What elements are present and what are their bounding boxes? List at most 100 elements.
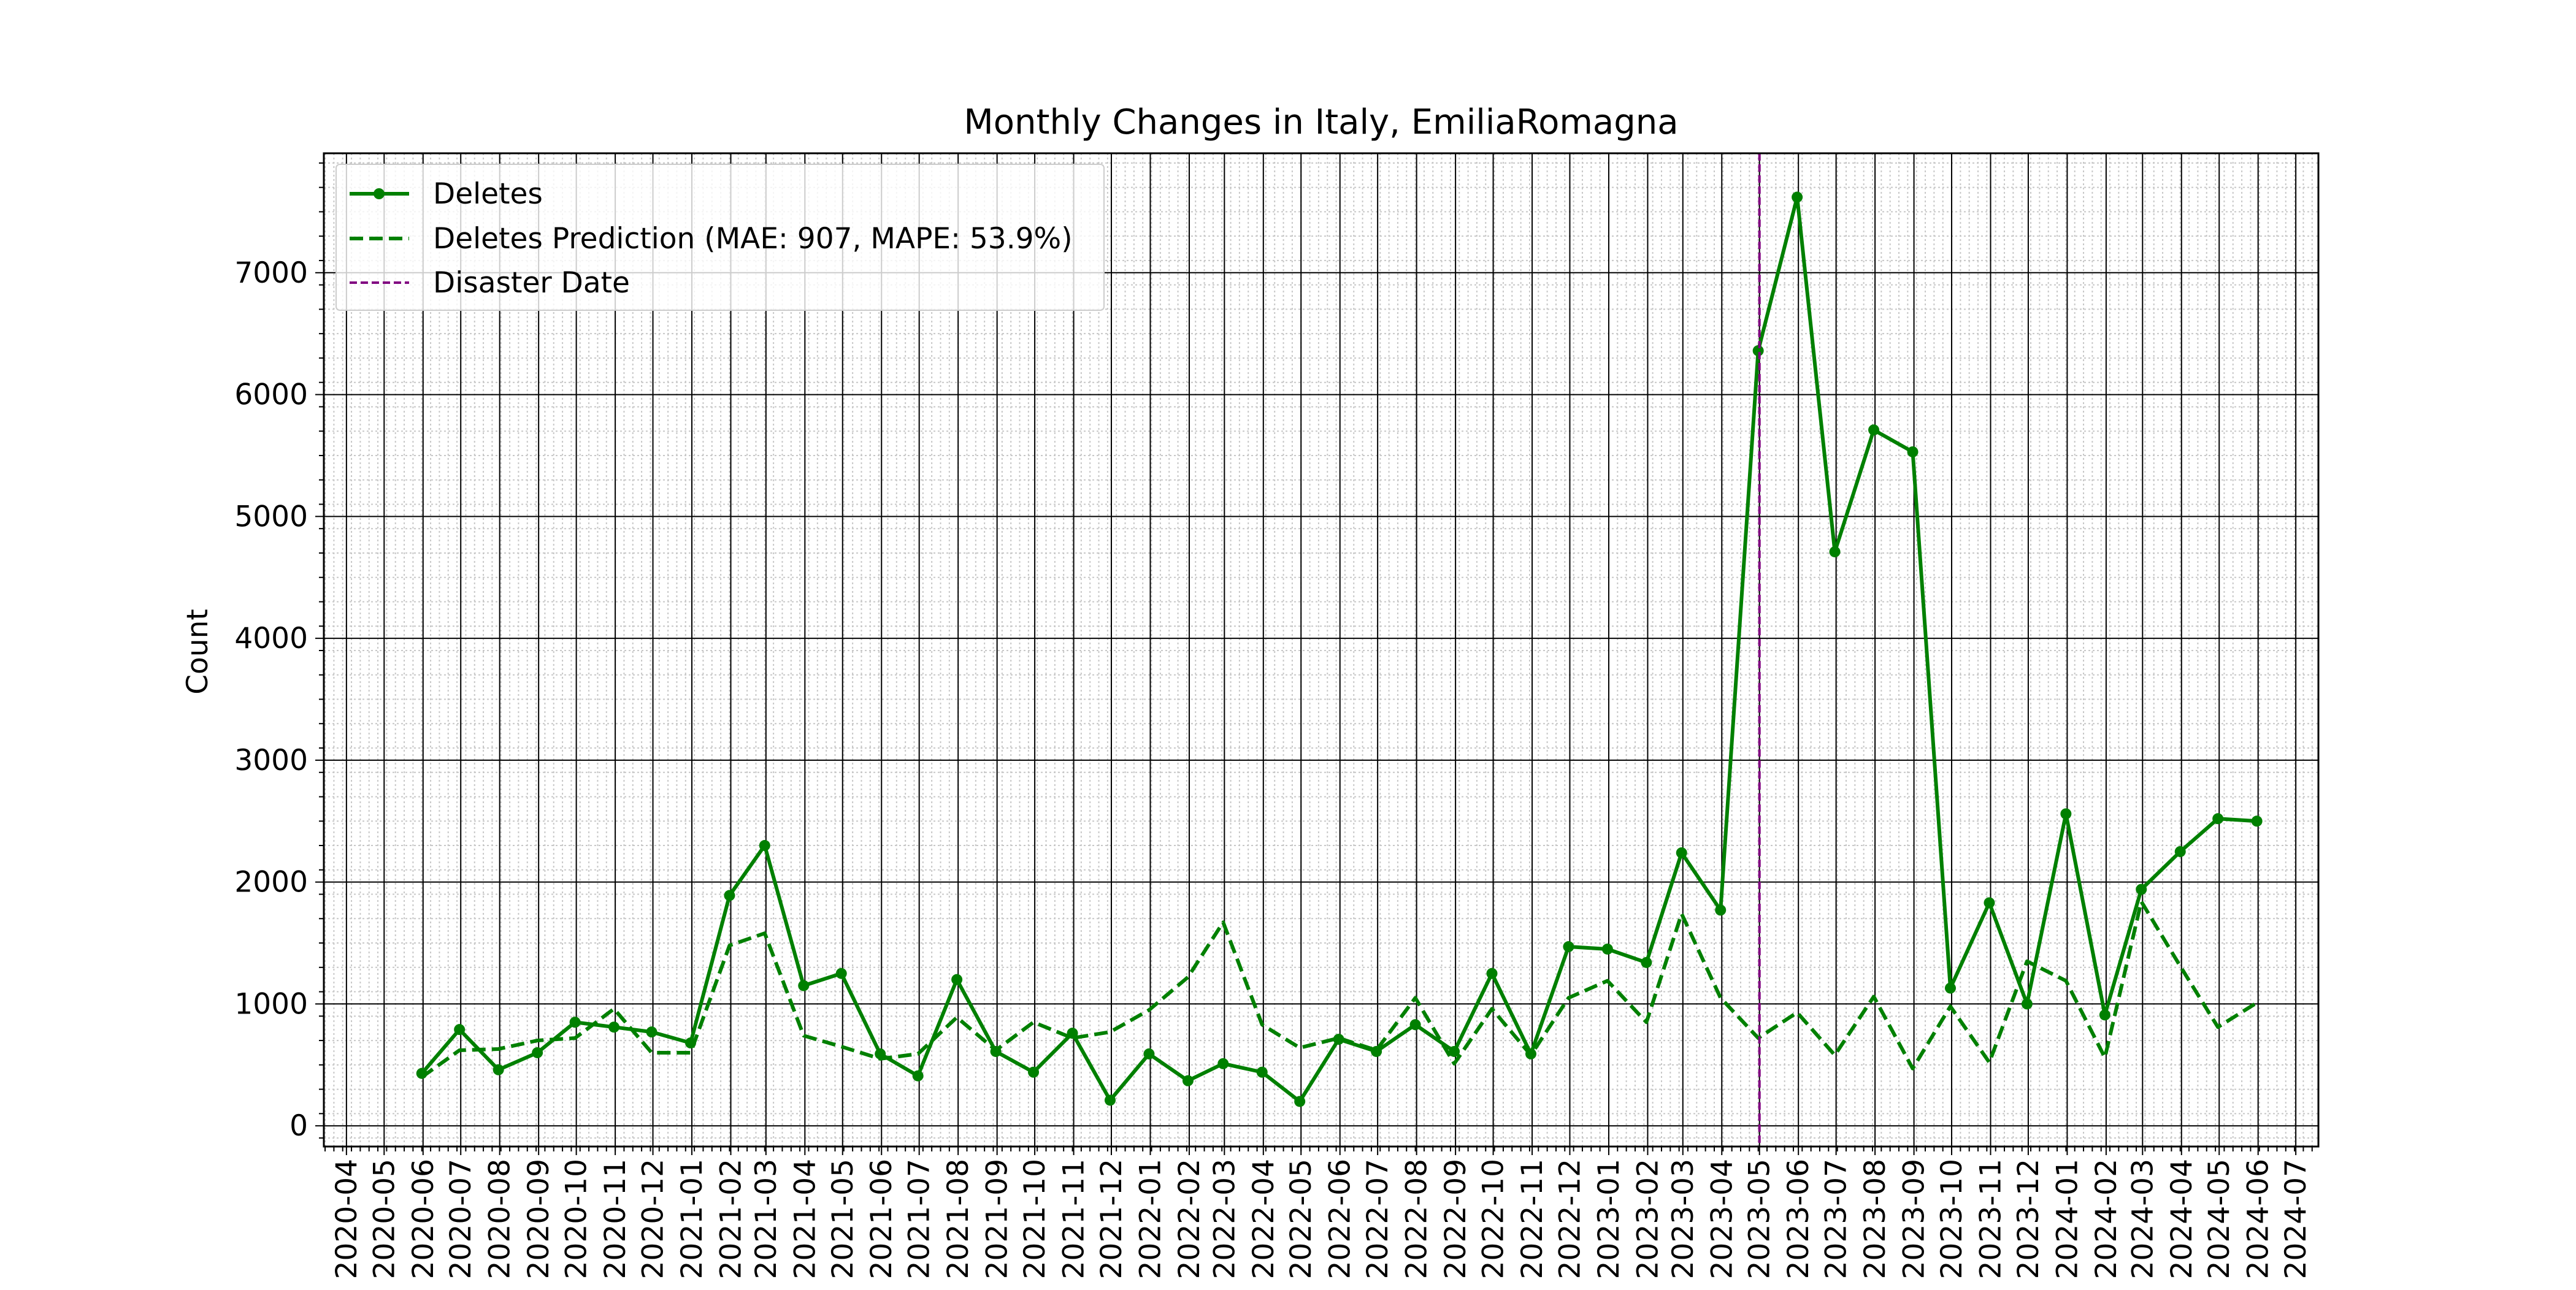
deletes-point <box>1641 956 1652 968</box>
x-tick-label: 2022-07 <box>1361 1159 1395 1279</box>
deletes-point <box>2251 815 2263 827</box>
x-tick-label: 2024-06 <box>2242 1159 2275 1279</box>
y-axis-label: Count <box>181 609 215 695</box>
deletes-point <box>1256 1066 1268 1078</box>
x-tick-label: 2021-09 <box>981 1159 1014 1279</box>
chart-title: Monthly Changes in Italy, EmiliaRomagna <box>964 102 1678 142</box>
y-tick-label: 2000 <box>234 866 308 899</box>
deletes-point <box>798 980 810 991</box>
deletes-point <box>875 1048 886 1059</box>
deletes-point <box>1409 1019 1421 1031</box>
x-tick-label: 2024-01 <box>2050 1159 2084 1279</box>
legend-disaster-label: Disaster Date <box>433 266 630 300</box>
deletes-point <box>569 1017 581 1028</box>
deletes-point <box>2212 813 2224 825</box>
deletes-point <box>2174 845 2186 857</box>
series-layer <box>416 153 2263 1147</box>
deletes-point <box>1217 1058 1229 1069</box>
axes-layer: 2020-04 2020-05 2020-06 2020-07 2020-08 2020-… <box>234 152 2320 1279</box>
x-tick-label: 2023-12 <box>2012 1159 2045 1279</box>
legend-deletes-label: Deletes <box>433 177 543 211</box>
y-tick-label: 5000 <box>234 500 308 533</box>
y-tick-label: 3000 <box>234 744 308 777</box>
x-tick-label: 2022-11 <box>1516 1159 1549 1279</box>
x-tick-label: 2021-02 <box>715 1159 748 1279</box>
x-tick-label: 2020-05 <box>367 1159 401 1279</box>
deletes-point <box>1715 904 1727 916</box>
x-tick-label: 2024-04 <box>2165 1159 2199 1279</box>
deletes-point <box>724 890 735 901</box>
deletes-point <box>1182 1075 1194 1086</box>
x-tick-label: 2021-12 <box>1095 1159 1129 1279</box>
deletes-point <box>1294 1096 1306 1107</box>
x-tick-label: 2023-09 <box>1898 1159 1931 1279</box>
x-tick-label: 2020-08 <box>483 1159 517 1279</box>
deletes-point <box>1143 1048 1155 1059</box>
x-tick-label: 2022-08 <box>1400 1159 1434 1279</box>
x-tick-label: 2020-06 <box>407 1159 440 1279</box>
x-tick-label: 2022-05 <box>1284 1159 1318 1279</box>
x-tick-label: 2020-04 <box>330 1159 364 1279</box>
x-tick-label: 2022-10 <box>1477 1159 1511 1279</box>
x-tick-label: 2023-07 <box>1820 1159 1853 1279</box>
x-tick-label: 2023-02 <box>1631 1159 1665 1279</box>
deletes-point <box>1333 1034 1344 1045</box>
deletes-point <box>1792 191 1803 203</box>
x-tick-label: 2023-05 <box>1743 1159 1777 1279</box>
deletes-point <box>835 968 847 979</box>
deletes-point <box>2099 1009 2110 1021</box>
deletes-point <box>454 1024 466 1036</box>
x-tick-label: 2023-10 <box>1935 1159 1969 1279</box>
deletes-point <box>1868 424 1880 436</box>
x-tick-label: 2023-01 <box>1592 1159 1626 1279</box>
deletes-point <box>1829 546 1841 557</box>
deletes-point <box>1907 446 1919 457</box>
deletes-point <box>2060 808 2072 820</box>
deletes-point <box>532 1047 543 1058</box>
deletes-point <box>1067 1028 1078 1039</box>
y-tick-label: 6000 <box>234 378 308 412</box>
plot-frame <box>323 152 2320 1148</box>
x-tick-label: 2022-03 <box>1208 1159 1241 1279</box>
y-tick-label: 4000 <box>234 622 308 655</box>
deletes-point <box>1944 982 1956 994</box>
deletes-point <box>1525 1048 1536 1059</box>
x-tick-label: 2020-09 <box>522 1159 556 1279</box>
x-tick-label: 2021-11 <box>1057 1159 1091 1279</box>
deletes-point <box>1028 1066 1040 1078</box>
x-tick-label: 2022-04 <box>1247 1159 1281 1279</box>
deletes-point <box>646 1026 657 1038</box>
deletes-point <box>951 974 963 985</box>
deletes-point <box>1601 943 1613 955</box>
x-tick-label: 2021-03 <box>749 1159 783 1279</box>
legend-prediction-label: Deletes Prediction (MAE: 907, MAPE: 53.9… <box>433 222 1073 256</box>
deletes-point <box>759 840 770 852</box>
x-tick-label: 2020-12 <box>637 1159 670 1279</box>
x-tick-label: 2023-04 <box>1705 1159 1739 1279</box>
x-tick-label: 2022-01 <box>1133 1159 1167 1279</box>
x-tick-label: 2020-10 <box>560 1159 594 1279</box>
x-tick-label: 2024-03 <box>2126 1159 2160 1279</box>
legend: Deletes Deletes Prediction (MAE: 907, MA… <box>335 164 1105 311</box>
deletes-point <box>1984 897 1995 909</box>
x-tick-label: 2022-12 <box>1553 1159 1587 1279</box>
deletes-point <box>1563 941 1574 953</box>
x-tick-label: 2021-08 <box>941 1159 975 1279</box>
x-tick-label: 2023-08 <box>1858 1159 1892 1279</box>
deletes-point <box>2021 998 2033 1010</box>
x-tick-label: 2020-11 <box>599 1159 632 1279</box>
x-tick-label: 2022-06 <box>1324 1159 1357 1279</box>
x-tick-label: 2021-06 <box>865 1159 899 1279</box>
deletes-point <box>684 1037 696 1049</box>
deletes-point <box>1486 968 1498 979</box>
x-tick-label: 2020-07 <box>444 1159 478 1279</box>
deletes-point <box>1104 1094 1116 1106</box>
x-tick-label: 2023-11 <box>1974 1159 2008 1279</box>
legend-box <box>335 164 1105 311</box>
deletes-point <box>1449 1045 1460 1057</box>
y-tick-label: 1000 <box>234 987 308 1021</box>
deletes-point <box>416 1067 427 1079</box>
deletes-point <box>1676 847 1687 858</box>
deletes-point <box>608 1021 620 1033</box>
